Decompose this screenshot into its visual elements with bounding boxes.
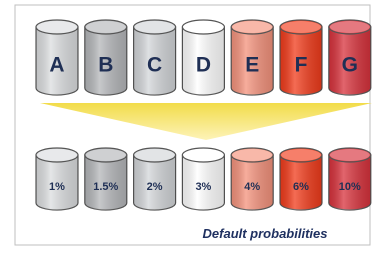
cylinder-label: C bbox=[147, 54, 162, 77]
cylinder: 10% bbox=[329, 148, 371, 210]
cylinder-label: 3% bbox=[195, 181, 211, 193]
cylinder-label: F bbox=[295, 54, 308, 77]
cylinder: G bbox=[329, 20, 371, 95]
cylinder-label: A bbox=[49, 54, 64, 77]
cylinder: 6% bbox=[280, 148, 322, 210]
cylinder-top-highlight bbox=[281, 21, 321, 33]
cylinder-label: 1% bbox=[49, 181, 65, 193]
cylinder-top-highlight bbox=[135, 149, 175, 161]
cylinder: 2% bbox=[134, 148, 176, 210]
cylinder: 4% bbox=[231, 148, 273, 210]
cylinder-top-highlight bbox=[281, 149, 321, 161]
cylinder-top-highlight bbox=[232, 149, 272, 161]
cylinder-top-highlight bbox=[135, 21, 175, 33]
diagram: Default probabilities A B C D E F G 1% 1.5% 2% 3% 4… bbox=[0, 0, 385, 254]
cylinder-label: 10% bbox=[339, 181, 361, 193]
cylinder-top-highlight bbox=[86, 149, 126, 161]
cylinder-label: 1.5% bbox=[93, 181, 118, 193]
cylinder-label: B bbox=[98, 54, 113, 77]
cylinder-label: E bbox=[245, 54, 259, 77]
cylinder-top-highlight bbox=[86, 21, 126, 33]
cylinder: 1% bbox=[36, 148, 78, 210]
cylinder-top-highlight bbox=[183, 149, 223, 161]
cylinder: F bbox=[280, 20, 322, 95]
cylinder-top-highlight bbox=[183, 21, 223, 33]
cylinder-top-highlight bbox=[330, 21, 370, 33]
cylinder-top-highlight bbox=[330, 149, 370, 161]
cylinder-top-highlight bbox=[37, 149, 77, 161]
cylinder-label: 4% bbox=[244, 181, 260, 193]
cylinder-label: 6% bbox=[293, 181, 309, 193]
cylinder: B bbox=[85, 20, 127, 95]
cylinder: C bbox=[134, 20, 176, 95]
cylinder: A bbox=[36, 20, 78, 95]
cylinder: 3% bbox=[182, 148, 224, 210]
cylinder: E bbox=[231, 20, 273, 95]
cylinder-label: 2% bbox=[147, 181, 163, 193]
cylinder: 1.5% bbox=[85, 148, 127, 210]
cylinder-label: G bbox=[342, 54, 358, 77]
cylinder-label: D bbox=[196, 54, 211, 77]
cylinder-top-highlight bbox=[37, 21, 77, 33]
cylinder: D bbox=[182, 20, 224, 95]
arrow bbox=[40, 103, 372, 140]
caption: Default probabilities bbox=[203, 226, 328, 241]
cylinder-top-highlight bbox=[232, 21, 272, 33]
